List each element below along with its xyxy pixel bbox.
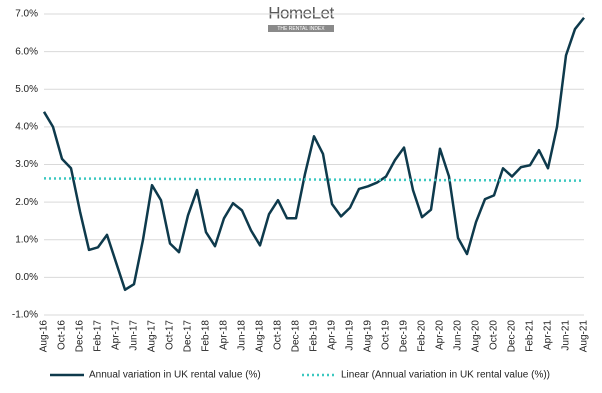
- x-tick-label: Apr-17: [111, 320, 122, 350]
- y-tick-label: 1.0%: [15, 234, 38, 245]
- x-tick-label: Dec-18: [291, 320, 302, 353]
- x-tick-label: Apr-21: [543, 320, 554, 350]
- x-tick-label: Feb-18: [201, 320, 212, 352]
- x-tick-label: Jun-21: [561, 320, 572, 351]
- y-tick-label: 2.0%: [15, 197, 38, 208]
- x-tick-label: Jun-17: [129, 320, 140, 351]
- x-tick-label: Apr-18: [219, 320, 230, 350]
- x-tick-label: Dec-20: [507, 320, 518, 353]
- x-tick-label: Aug-18: [255, 320, 266, 353]
- x-tick-label: Apr-20: [435, 320, 446, 350]
- logo: HomeLet THE RENTAL INDEX: [268, 3, 335, 32]
- x-tick-label: Feb-19: [309, 320, 320, 352]
- legend-label: Linear (Annual variation in UK rental va…: [341, 370, 550, 381]
- x-tick-label: Aug-17: [147, 320, 158, 353]
- trend-line: [43, 177, 585, 182]
- x-tick-label: Aug-16: [39, 320, 50, 353]
- x-tick-label: Dec-19: [399, 320, 410, 353]
- x-tick-label: Oct-18: [273, 320, 284, 350]
- legend-label: Annual variation in UK rental value (%): [89, 370, 261, 381]
- x-tick-label: Aug-21: [579, 320, 590, 353]
- x-tick-label: Feb-21: [525, 320, 536, 352]
- x-tick-label: Apr-19: [327, 320, 338, 350]
- x-tick-label: Aug-19: [363, 320, 374, 353]
- logo-tagline: THE RENTAL INDEX: [277, 26, 325, 32]
- y-tick-label: 3.0%: [15, 159, 38, 170]
- x-tick-label: Dec-17: [183, 320, 194, 353]
- x-tick-label: Jun-18: [237, 320, 248, 351]
- logo-name: HomeLet: [268, 3, 334, 22]
- y-tick-label: 6.0%: [15, 46, 38, 57]
- x-tick-label: Jun-20: [453, 320, 464, 351]
- x-tick-label: Oct-16: [57, 320, 68, 350]
- y-tick-label: 7.0%: [15, 9, 38, 20]
- x-tick-label: Feb-20: [417, 320, 428, 352]
- logo-band: [268, 25, 334, 32]
- y-tick-label: 0.0%: [15, 272, 38, 283]
- x-tick-label: Oct-17: [165, 320, 176, 350]
- x-tick-label: Oct-20: [489, 320, 500, 350]
- y-tick-label: -1.0%: [12, 310, 38, 321]
- x-tick-label: Oct-19: [381, 320, 392, 350]
- x-tick-label: Dec-16: [75, 320, 86, 353]
- y-tick-label: 5.0%: [15, 84, 38, 95]
- y-tick-label: 4.0%: [15, 122, 38, 133]
- x-tick-label: Jun-19: [345, 320, 356, 351]
- x-tick-label: Aug-20: [471, 320, 482, 353]
- x-tick-label: Feb-17: [93, 320, 104, 352]
- data-line: [42, 16, 585, 292]
